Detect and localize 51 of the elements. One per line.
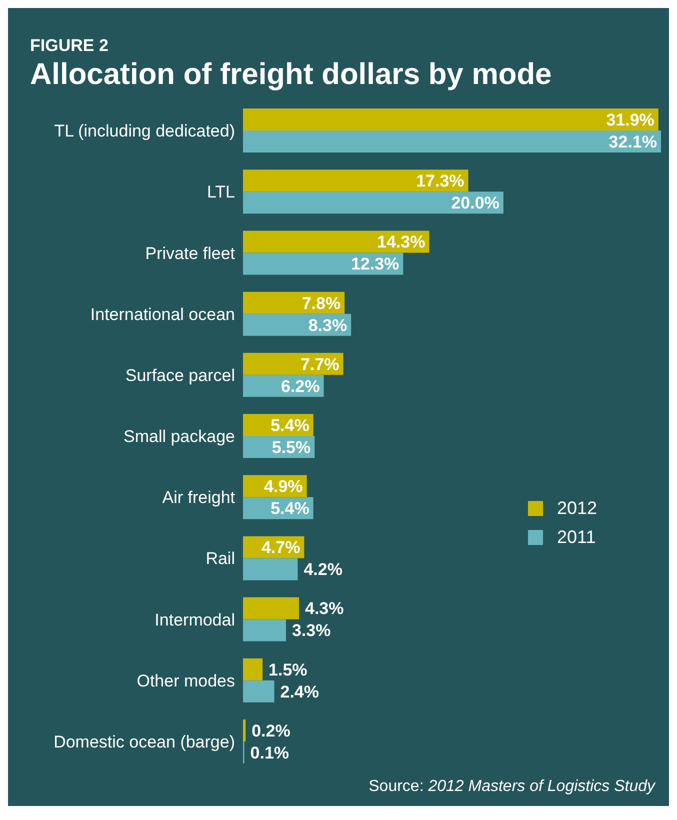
y-tick-label: Private fleet bbox=[145, 244, 236, 263]
y-tick-label: Rail bbox=[206, 549, 235, 568]
data-label: 12.3% bbox=[350, 254, 400, 274]
bar bbox=[243, 352, 344, 375]
bar bbox=[243, 619, 286, 642]
data-label: 32.1% bbox=[608, 132, 657, 152]
bar bbox=[243, 230, 430, 253]
bar bbox=[243, 170, 468, 192]
bar bbox=[243, 597, 299, 620]
y-tick-label: LTL bbox=[206, 182, 235, 202]
data-label: 5.4% bbox=[270, 499, 310, 518]
data-label: 5.5% bbox=[272, 438, 311, 457]
data-label: 0.2% bbox=[252, 721, 290, 740]
data-label: 2.4% bbox=[280, 682, 319, 702]
data-label: 14.3% bbox=[377, 232, 426, 252]
bar bbox=[243, 558, 298, 580]
data-label: 5.4% bbox=[270, 416, 310, 435]
data-label: 0.1% bbox=[250, 743, 290, 762]
data-label: 4.9% bbox=[264, 477, 303, 496]
legend-label: 2011 bbox=[557, 527, 596, 548]
source-note: Source: 2012 Masters of Logistics Study bbox=[368, 778, 657, 796]
data-label: 7.8% bbox=[302, 294, 341, 313]
y-tick-label: Domestic ocean (barge) bbox=[54, 732, 235, 752]
bar bbox=[243, 658, 263, 680]
y-tick-label: International ocean bbox=[90, 304, 235, 324]
legend-label: 2012 bbox=[557, 498, 598, 519]
y-tick-label: Small package bbox=[123, 427, 235, 446]
y-tick-label: TL (including dedicated) bbox=[54, 122, 235, 141]
data-label: 4.2% bbox=[304, 560, 342, 580]
data-label: 4.7% bbox=[261, 538, 300, 558]
bar bbox=[243, 192, 504, 214]
data-label: 6.2% bbox=[280, 376, 320, 396]
data-label: 1.5% bbox=[268, 660, 308, 680]
data-label: 20.0% bbox=[451, 194, 500, 213]
y-tick-label: Intermodal bbox=[154, 610, 235, 630]
bar bbox=[243, 680, 274, 702]
data-label: 7.7% bbox=[300, 354, 340, 374]
y-tick-label: Other modes bbox=[136, 671, 235, 690]
bar bbox=[243, 108, 658, 131]
bar bbox=[243, 719, 246, 742]
chart-title: Allocation of freight dollars by mode bbox=[30, 58, 553, 92]
data-label: 4.3% bbox=[304, 599, 344, 618]
text: FIGURE 2 bbox=[30, 36, 110, 56]
data-label: 3.3% bbox=[292, 621, 331, 640]
bar bbox=[243, 130, 661, 153]
bar bbox=[243, 252, 404, 275]
data-label: 17.3% bbox=[416, 172, 464, 191]
data-label: 8.3% bbox=[308, 316, 348, 335]
y-tick-label: Air freight bbox=[162, 488, 236, 508]
data-label: 31.9% bbox=[606, 110, 654, 130]
y-tick-label: Surface parcel bbox=[125, 366, 235, 385]
